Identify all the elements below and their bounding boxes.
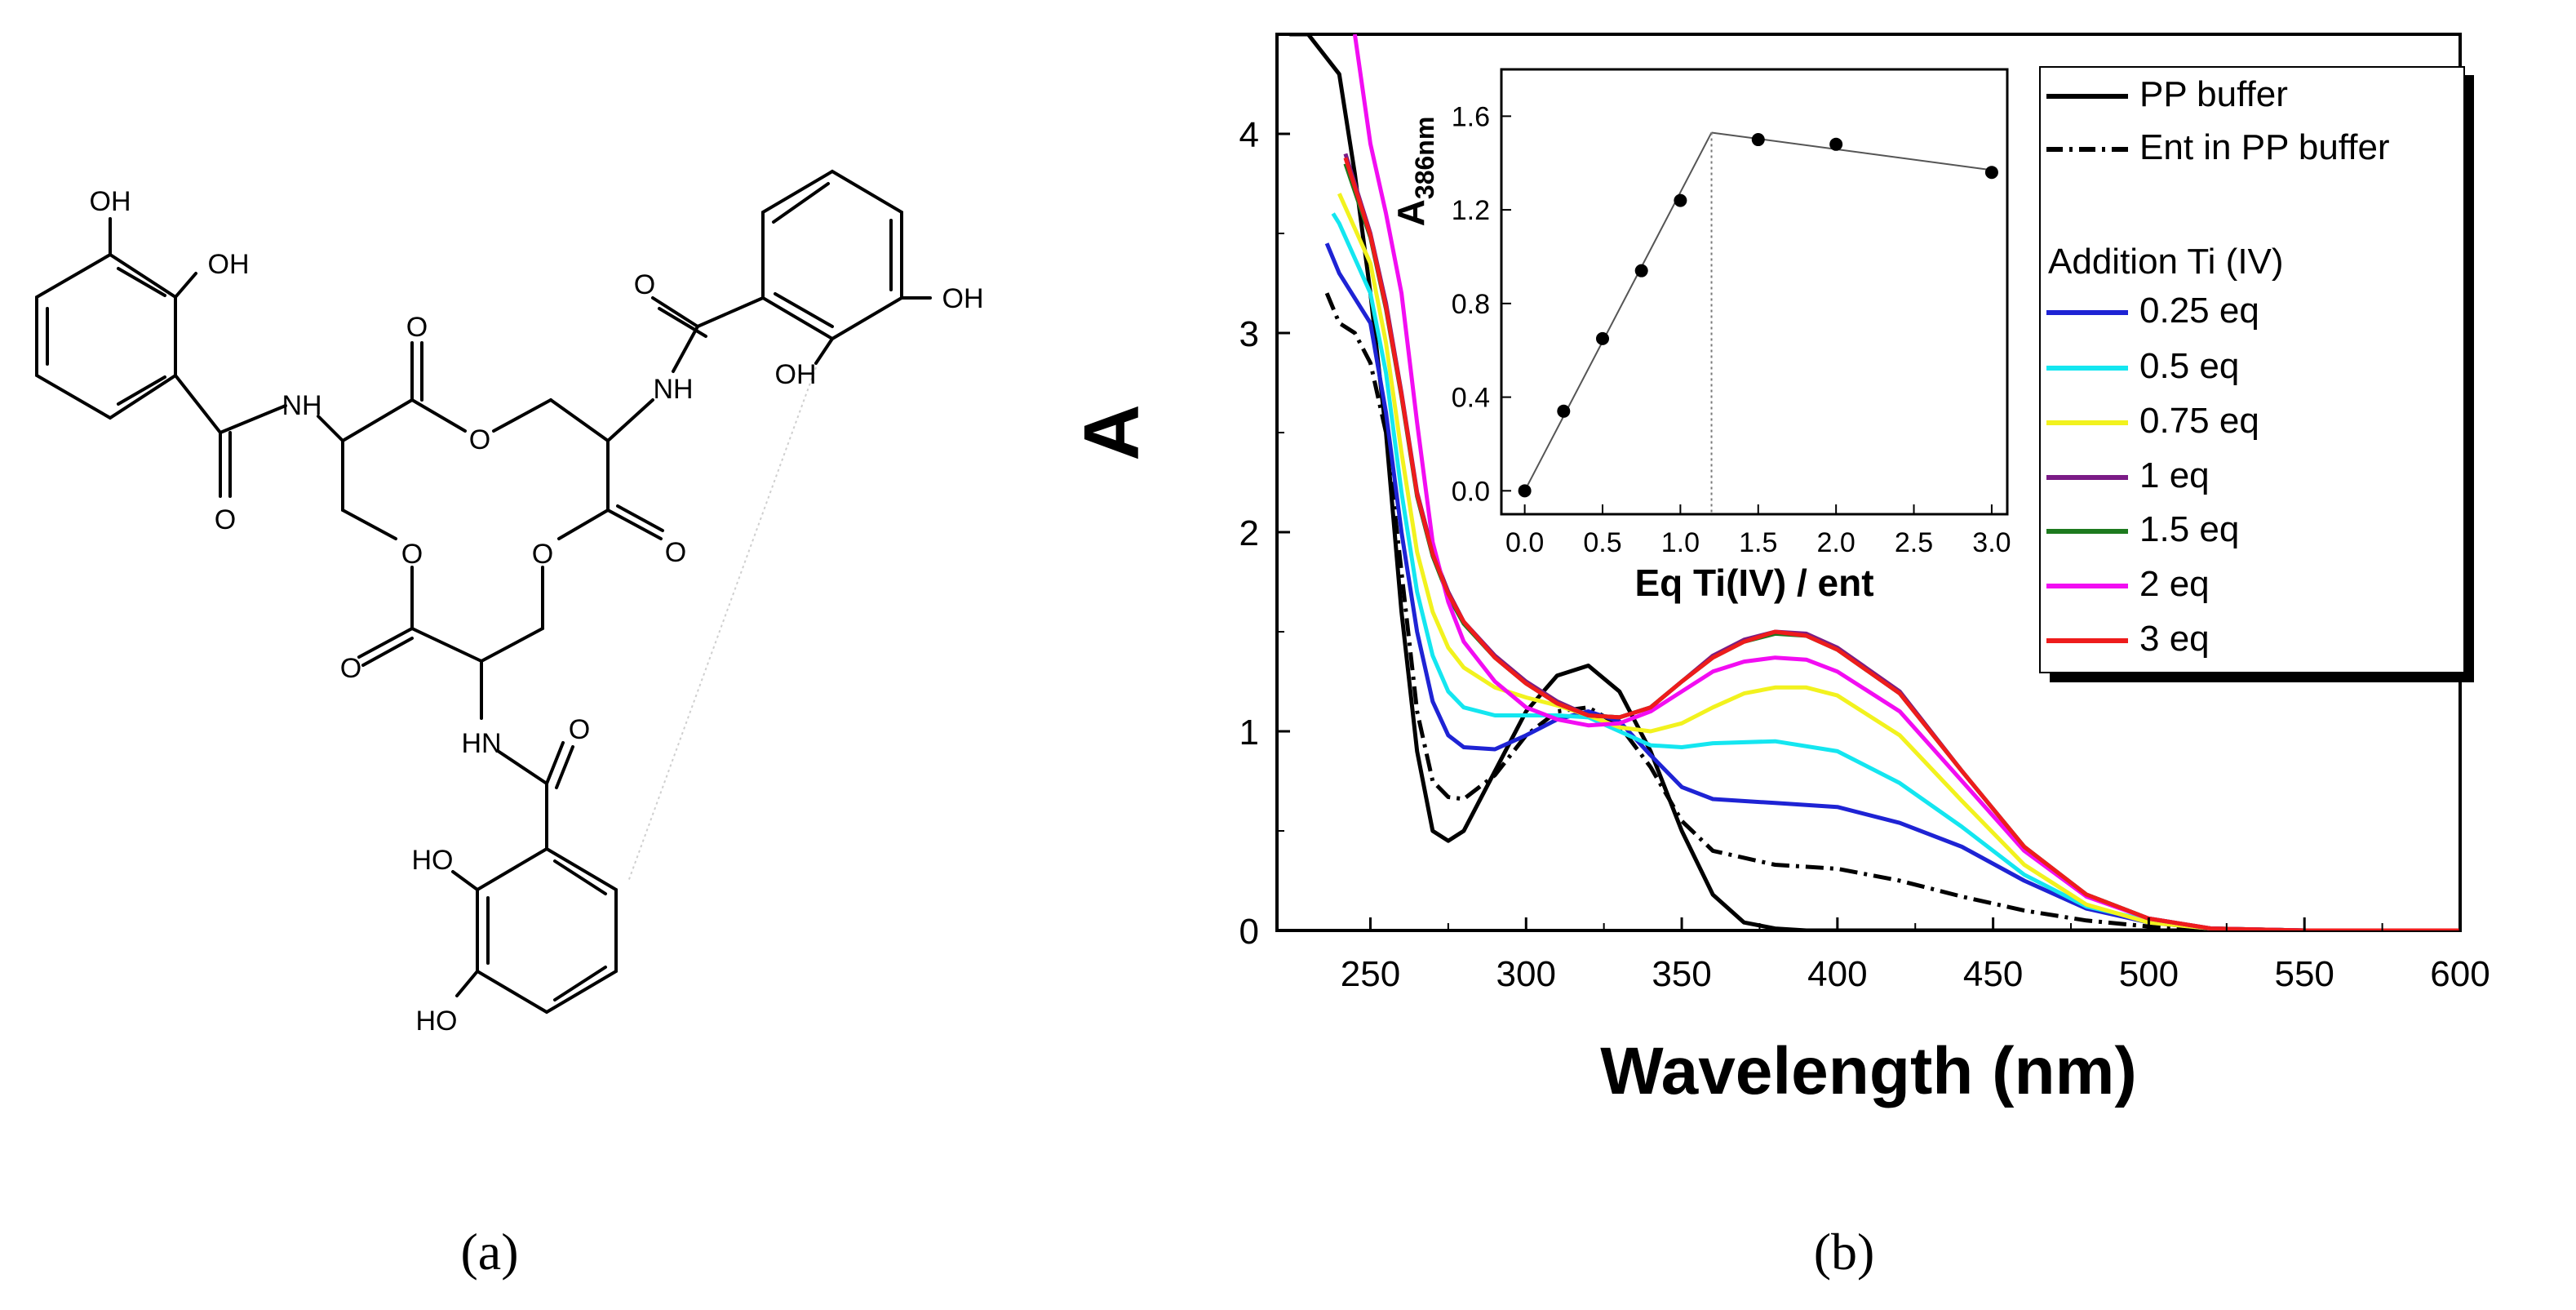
inset-x-tick-label-1.5: 1.5 xyxy=(1739,527,1777,558)
atom-o-carbonyl-3: O xyxy=(340,653,361,684)
atom-o-ring-1: O xyxy=(469,424,490,455)
benzene-ring-right xyxy=(651,169,932,373)
atom-ho-1: HO xyxy=(412,845,454,876)
inset-chart: 0.0 0.5 1.0 1.5 2.0 2.5 3.0 0.0 0.4 0.8 1.2 1.6 Eq… xyxy=(1390,68,2011,604)
legend-label-0-75-eq: 0.75 eq xyxy=(2139,401,2259,441)
atom-o-ring-3: O xyxy=(532,539,553,570)
spectra-series xyxy=(1289,34,2460,930)
legend-items: PP buffer Ent in PP buffer 0.25 eq 0.5 eq 0.… xyxy=(2046,74,2390,659)
inset-x-tick-label-2.0: 2.0 xyxy=(1817,527,1856,558)
inset-data-point xyxy=(1751,133,1765,147)
inset-data-point xyxy=(1674,193,1687,207)
x-tick-label-350: 350 xyxy=(1652,954,1711,994)
legend-label-ent-in-pp-buffer: Ent in PP buffer xyxy=(2139,127,2390,167)
inset-y-axis-title-sub: 386nm xyxy=(1410,117,1439,199)
series-line-2-eq xyxy=(1352,34,2460,930)
atom-ho-2: HO xyxy=(416,1006,458,1037)
inset-y-tick-label-1.6: 1.6 xyxy=(1452,101,1490,132)
atom-oh-1: OH xyxy=(90,186,131,217)
atom-o-amide-2: O xyxy=(634,269,655,300)
series-line-3-eq xyxy=(1343,157,2460,930)
x-tick-label-300: 300 xyxy=(1496,954,1556,994)
series-line-0-75-eq xyxy=(1337,193,2460,930)
uv-vis-chart: 250 300 350 400 450 500 550 600 0 1 2 3 4 Wavelengt… xyxy=(1068,33,2490,1108)
inset-data-point xyxy=(1829,137,1843,151)
panel-label-a: (a) xyxy=(460,1223,518,1281)
legend-label-1-eq: 1 eq xyxy=(2139,455,2210,495)
inset-x-tick-label-0.5: 0.5 xyxy=(1583,527,1621,558)
atom-oh-3: OH xyxy=(942,283,984,314)
inset-data-point xyxy=(1518,484,1532,498)
x-tick-label-500: 500 xyxy=(2119,954,2179,994)
inset-fit-line-1 xyxy=(1523,131,1713,491)
inset-x-tick-label-2.5: 2.5 xyxy=(1895,527,1933,558)
x-tick-label-550: 550 xyxy=(2274,954,2334,994)
atom-o-carbonyl-2: O xyxy=(665,537,686,568)
x-axis-ticks: 250 300 350 400 450 500 550 600 xyxy=(1341,917,2490,994)
atom-o-amide-1: O xyxy=(215,504,236,535)
x-tick-label-250: 250 xyxy=(1341,954,1400,994)
inset-y-tick-label-0.8: 0.8 xyxy=(1452,289,1490,320)
y-tick-label-3: 3 xyxy=(1239,314,1259,354)
inset-data-point xyxy=(1984,166,1998,180)
atom-oh-2: OH xyxy=(208,249,250,280)
legend: PP buffer Ent in PP buffer 0.25 eq 0.5 eq 0.… xyxy=(2039,66,2474,682)
y-tick-label-1: 1 xyxy=(1239,713,1259,753)
atom-oh-4: OH xyxy=(775,359,817,390)
inset-y-tick-label-0.0: 0.0 xyxy=(1452,476,1490,507)
y-axis-ticks: 0 1 2 3 4 xyxy=(1239,115,1290,952)
atom-nh-2: NH xyxy=(653,374,693,405)
atom-nh-3: HN xyxy=(461,728,501,759)
series-line-0-5-eq xyxy=(1331,212,2460,930)
y-tick-label-4: 4 xyxy=(1239,115,1259,155)
atom-o-carbonyl-1: O xyxy=(406,312,428,343)
legend-label-0-5-eq: 0.5 eq xyxy=(2139,346,2239,386)
svg-text:A386nm: A386nm xyxy=(1390,117,1439,227)
benzene-ring-bottom xyxy=(451,741,618,1015)
panel-label-b: (b) xyxy=(1814,1223,1875,1281)
legend-label-pp-buffer: PP buffer xyxy=(2139,74,2288,114)
x-axis-title: Wavelength (nm) xyxy=(1600,1034,2137,1108)
inset-data-point xyxy=(1557,404,1571,418)
x-tick-label-600: 600 xyxy=(2430,954,2490,994)
atom-o-ring-2: O xyxy=(401,539,423,570)
legend-label-2-eq: 2 eq xyxy=(2139,564,2210,604)
atom-nh-1: NH xyxy=(282,390,321,421)
inset-y-tick-label-0.4: 0.4 xyxy=(1452,383,1490,414)
inset-marks xyxy=(1518,131,1998,514)
inset-y-axis-title: A386nm xyxy=(1390,117,1439,227)
legend-label-3-eq: 3 eq xyxy=(2139,619,2210,659)
inset-x-tick-label-3.0: 3.0 xyxy=(1972,527,2011,558)
inset-y-axis-title-main: A xyxy=(1390,199,1432,226)
legend-heading: Addition Ti (IV) xyxy=(2048,242,2284,282)
inset-x-tick-label-0.0: 0.0 xyxy=(1505,527,1544,558)
inset-x-axis-title: Eq Ti(IV) / ent xyxy=(1634,562,1873,604)
trilactone-ring xyxy=(341,341,664,720)
y-tick-label-0: 0 xyxy=(1239,912,1259,952)
inset-data-point xyxy=(1596,331,1609,345)
y-axis-title: A xyxy=(1068,404,1155,460)
inset-y-tick-label-1.2: 1.2 xyxy=(1452,195,1490,226)
amide-left xyxy=(219,404,344,498)
legend-label-1-5-eq: 1.5 eq xyxy=(2139,509,2239,549)
x-tick-label-450: 450 xyxy=(1963,954,2023,994)
y-tick-label-2: 2 xyxy=(1239,513,1259,553)
benzene-ring-left xyxy=(35,217,222,434)
x-tick-label-400: 400 xyxy=(1807,954,1867,994)
inset-data-point xyxy=(1634,264,1648,278)
legend-label-0-25-eq: 0.25 eq xyxy=(2139,291,2259,331)
atom-o-amide-3: O xyxy=(569,714,590,745)
inset-x-axis-ticks: 0.0 0.5 1.0 1.5 2.0 2.5 3.0 xyxy=(1505,504,2011,558)
inset-x-tick-label-1.0: 1.0 xyxy=(1661,527,1700,558)
inset-y-axis-ticks: 0.0 0.4 0.8 1.2 1.6 xyxy=(1452,101,1511,507)
enterobactin-structure: OH OH NH O O O O NH OH OH O O O O HN O H… xyxy=(35,169,984,1037)
